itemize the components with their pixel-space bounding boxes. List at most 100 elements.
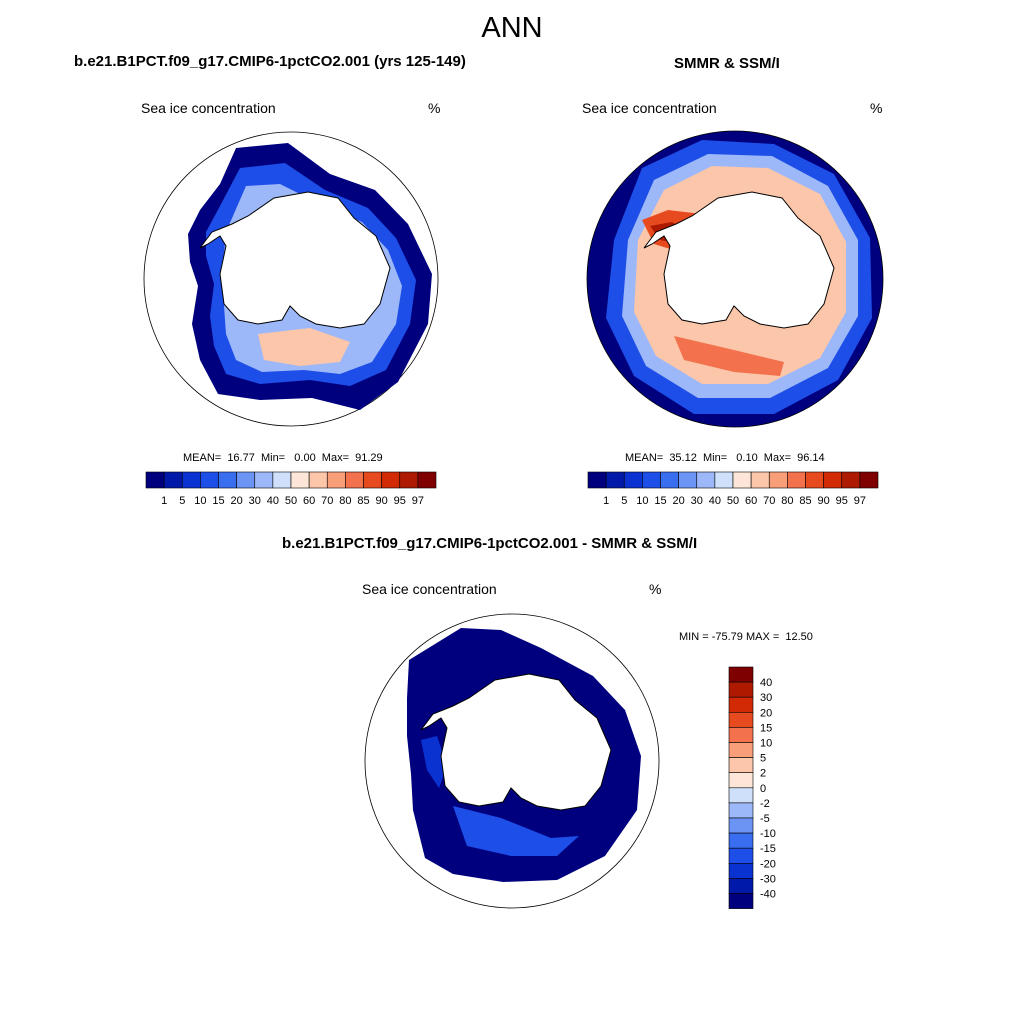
obs-colorbar-swatch <box>714 471 734 489</box>
obs-colorbar-swatch <box>841 471 861 489</box>
model-colorbar-tick-label: 10 <box>194 495 206 507</box>
obs-colorbar-tick-label: 40 <box>709 495 721 507</box>
obs-colorbar-swatch <box>642 471 661 489</box>
diff-ice-patch-west <box>421 736 447 788</box>
diff-colorbar-swatch <box>728 727 754 743</box>
model-colorbar-tick-label: 15 <box>212 495 224 507</box>
diff-colorbar-swatch <box>728 832 754 849</box>
obs-colorbar-tick-label: 50 <box>727 495 739 507</box>
diff-colorbar-tick-label: -15 <box>760 843 776 855</box>
diff-units-label: % <box>649 581 662 597</box>
diff-colorbar-swatch <box>728 802 754 819</box>
model-colorbar-swatch <box>345 471 364 489</box>
diff-colorbar-swatch <box>728 893 754 909</box>
model-colorbar-tick-label: 97 <box>412 495 424 507</box>
diff-variable-label: Sea ice concentration <box>362 581 497 597</box>
diff-colorbar-swatch <box>728 847 754 864</box>
obs-colorbar-tick-label: 10 <box>636 495 648 507</box>
obs-ice-ross-high <box>674 336 784 376</box>
obs-colorbar: 1 5 10 15 20 30 40 50 60 70 80 85 90 95 97 <box>587 471 879 507</box>
model-colorbar-tick-label: 50 <box>285 495 297 507</box>
model-colorbar-tick-label: 30 <box>249 495 261 507</box>
diff-colorbar-swatch <box>728 787 754 804</box>
model-colorbar-tick-label: 70 <box>321 495 333 507</box>
diff-panel-title: b.e21.B1PCT.f09_g17.CMIP6-1pctCO2.001 - … <box>282 535 698 552</box>
diff-colorbar-tick-label: 15 <box>760 722 772 734</box>
model-panel-title: b.e21.B1PCT.f09_g17.CMIP6-1pctCO2.001 (y… <box>74 53 466 70</box>
obs-colorbar-swatch <box>678 471 698 489</box>
model-colorbar-swatch <box>163 471 183 489</box>
model-units-label: % <box>428 100 441 116</box>
obs-colorbar-swatch <box>823 471 843 489</box>
diff-colorbar-swatch <box>728 878 754 894</box>
diff-antarctica-coast <box>420 673 612 811</box>
obs-colorbar-swatch <box>768 471 788 489</box>
diff-colorbar-swatch <box>728 817 754 834</box>
obs-colorbar-swatch <box>732 471 752 489</box>
obs-colorbar-tick-label: 15 <box>654 495 666 507</box>
model-colorbar-swatch <box>308 471 328 489</box>
obs-colorbar-swatch <box>805 471 824 489</box>
model-colorbar-tick-label: 80 <box>339 495 351 507</box>
diff-colorbar-swatch <box>728 666 754 683</box>
diff-colorbar-tick-label: -40 <box>760 889 776 901</box>
model-colorbar-tick-label: 85 <box>357 495 369 507</box>
obs-stats-text: MEAN= 35.12 Min= 0.10 Max= 96.14 <box>625 452 825 464</box>
obs-colorbar-tick-label: 85 <box>799 495 811 507</box>
diff-colorbar-tick-label: 30 <box>760 692 772 704</box>
diff-colorbar-swatch <box>728 711 754 728</box>
model-colorbar-swatch <box>254 471 274 489</box>
diff-colorbar-tick-label: 10 <box>760 738 772 750</box>
obs-colorbar-tick-label: 97 <box>854 495 866 507</box>
obs-colorbar-tick-label: 1 <box>603 495 609 507</box>
model-colorbar-swatch <box>381 471 401 489</box>
model-colorbar-swatch <box>363 471 382 489</box>
model-colorbar-tick-label: 5 <box>179 495 185 507</box>
diff-colorbar-swatch <box>728 742 754 758</box>
model-colorbar: 1 5 10 15 20 30 40 50 60 70 80 85 90 95 97 <box>145 471 437 507</box>
model-colorbar-tick-label: 95 <box>394 495 406 507</box>
obs-colorbar-tick-label: 70 <box>763 495 775 507</box>
model-colorbar-swatch <box>218 471 237 489</box>
model-colorbar-tick-label: 60 <box>303 495 315 507</box>
diff-colorbar-tick-label: -5 <box>760 813 770 825</box>
diff-colorbar-tick-label: 5 <box>760 753 766 765</box>
obs-colorbar-tick-label: 60 <box>745 495 757 507</box>
obs-colorbar-tick-label: 95 <box>836 495 848 507</box>
obs-colorbar-swatch <box>859 471 879 489</box>
model-variable-label: Sea ice concentration <box>141 100 276 116</box>
obs-units-label: % <box>870 100 883 116</box>
obs-colorbar-swatch <box>750 471 770 489</box>
obs-colorbar-tick-label: 90 <box>818 495 830 507</box>
obs-sea-ice-map <box>586 130 884 428</box>
obs-antarctica-coast <box>643 191 835 329</box>
obs-colorbar-tick-label: 80 <box>781 495 793 507</box>
diff-ice-patch-ross <box>453 806 579 856</box>
obs-colorbar-swatch <box>587 471 607 489</box>
obs-colorbar-swatch <box>623 471 643 489</box>
diff-colorbar-tick-label: 20 <box>760 707 772 719</box>
model-colorbar-tick-label: 20 <box>231 495 243 507</box>
model-colorbar-swatch <box>290 471 310 489</box>
model-colorbar-tick-label: 90 <box>376 495 388 507</box>
obs-colorbar-swatch <box>696 471 716 489</box>
model-colorbar-tick-label: 1 <box>161 495 167 507</box>
model-colorbar-swatch <box>399 471 419 489</box>
diff-colorbar-swatch <box>728 681 754 698</box>
diff-sea-ice-map <box>364 613 660 909</box>
model-ice-ross-high <box>258 328 350 366</box>
model-stats-text: MEAN= 16.77 Min= 0.00 Max= 91.29 <box>183 452 383 464</box>
obs-colorbar-swatch <box>660 471 679 489</box>
obs-colorbar-tick-label: 20 <box>673 495 685 507</box>
model-sea-ice-map <box>143 131 439 427</box>
obs-variable-label: Sea ice concentration <box>582 100 717 116</box>
obs-panel-title: SMMR & SSM/I <box>674 55 780 72</box>
figure-title: ANN <box>481 12 543 44</box>
diff-colorbar-tick-label: 0 <box>760 783 766 795</box>
model-colorbar-swatch <box>272 471 292 489</box>
model-colorbar-tick-label: 40 <box>267 495 279 507</box>
diff-colorbar-tick-label: -10 <box>760 828 776 840</box>
diff-colorbar-tick-label: -30 <box>760 873 776 885</box>
diff-colorbar-tick-label: 2 <box>760 768 766 780</box>
